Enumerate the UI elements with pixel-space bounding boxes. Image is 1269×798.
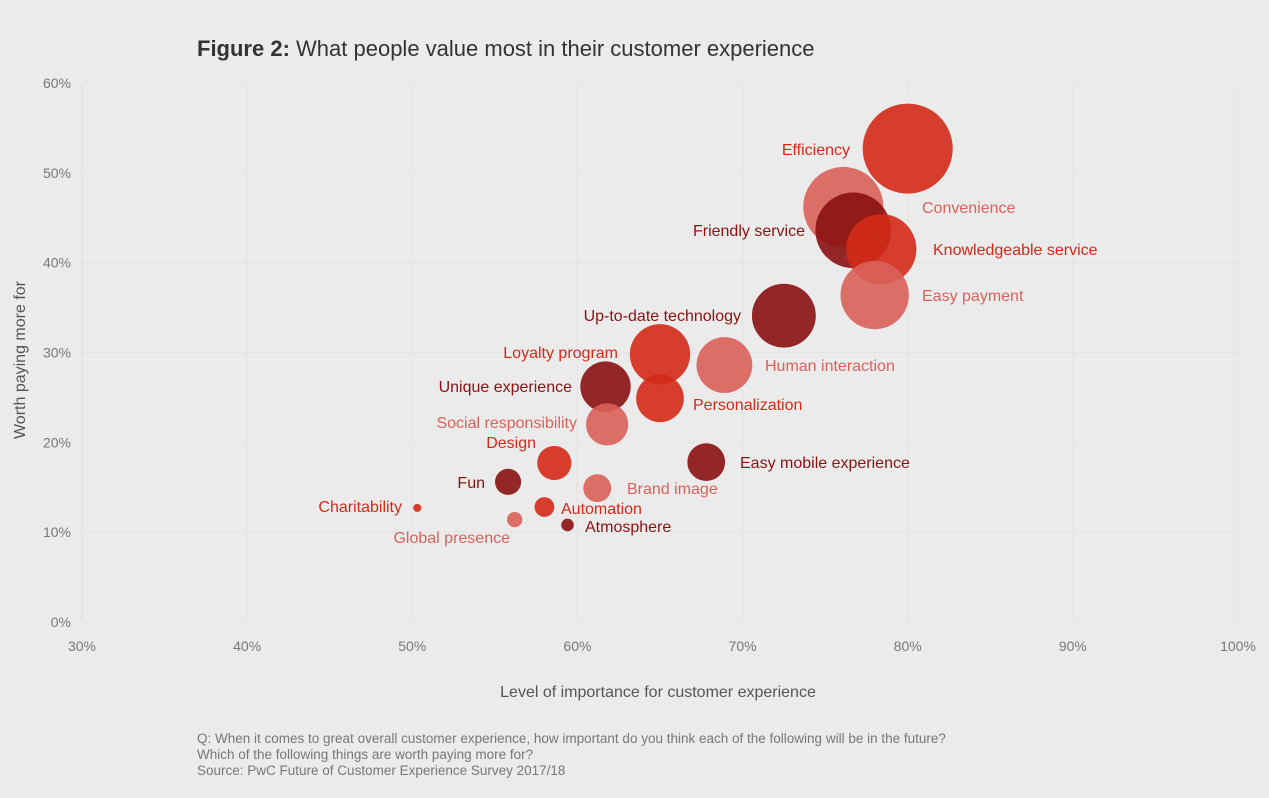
point-label: Brand image [627,481,718,498]
bubble-efficiency [862,103,953,194]
point-label: Friendly service [693,223,805,240]
bubble-fun [495,468,522,495]
point-label: Easy mobile experience [740,455,910,472]
x-tick-label: 70% [729,638,757,654]
bubble-human-interaction [696,337,753,393]
x-tick-label: 100% [1220,638,1256,654]
bubble-up-to-date-technology [751,283,816,348]
chart-title: Figure 2: What people value most in thei… [197,36,815,62]
x-tick-label: 90% [1059,638,1087,654]
footnote-question-2: Which of the following things are worth … [197,747,534,762]
y-tick-label: 50% [43,165,71,181]
point-label: Easy payment [922,288,1024,305]
point-label: Automation [561,501,642,518]
x-tick-label: 30% [68,638,96,654]
bubble-charitability [413,503,422,512]
x-axis-label: Level of importance for customer experie… [500,684,816,701]
point-label: Atmosphere [585,519,671,536]
bubble-easy-mobile-experience [687,443,726,481]
bubbles [413,103,953,532]
bubble-social-responsibility [586,403,629,446]
bubble-atmosphere [561,518,574,532]
x-tick-label: 80% [894,638,922,654]
footnote: Q: When it comes to great overall custom… [197,731,946,779]
footnote-question: Q: When it comes to great overall custom… [197,731,946,746]
point-label: Human interaction [765,358,895,375]
bubble-automation [534,497,555,517]
bubble-global-presence [507,511,523,528]
point-label: Design [486,435,536,452]
point-label: Knowledgeable service [933,242,1098,259]
point-labels: Efficiency Convenience Friendly service Kno… [318,142,1097,547]
point-label: Convenience [922,200,1016,217]
tick-labels: 30% 40% 50% 60% 70% 80% 90% 100% 0% 10% 20% 30% 40% 5… [43,75,1256,654]
figure-number: Figure 2: [197,36,290,61]
y-tick-label: 20% [43,434,71,450]
title-text: What people value most in their customer… [296,36,815,61]
bubble-easy-payment [840,260,909,330]
point-label: Fun [457,475,485,492]
y-tick-label: 0% [51,614,71,630]
point-label: Global presence [393,530,510,547]
point-label: Up-to-date technology [584,308,741,325]
point-label: Personalization [693,397,802,414]
point-label: Loyalty program [503,345,618,362]
y-tick-label: 10% [43,524,71,540]
bubble-unique-experience [580,361,631,412]
point-label: Charitability [318,499,402,516]
bubble-personalization [636,374,684,423]
bubble-loyalty-program [629,324,691,385]
footnote-source: Source: PwC Future of Customer Experienc… [197,763,566,778]
point-label: Unique experience [439,379,573,396]
bubble-brand-image [583,474,612,503]
point-label: Efficiency [782,142,850,159]
y-tick-label: 60% [43,75,71,91]
point-label: Social responsibility [436,415,577,432]
x-tick-label: 50% [398,638,426,654]
bubble-design [537,445,572,481]
x-tick-label: 40% [233,638,261,654]
y-tick-label: 40% [43,255,71,271]
y-tick-label: 30% [43,345,71,361]
x-tick-label: 60% [563,638,591,654]
y-axis-label: Worth paying more for [12,280,29,439]
